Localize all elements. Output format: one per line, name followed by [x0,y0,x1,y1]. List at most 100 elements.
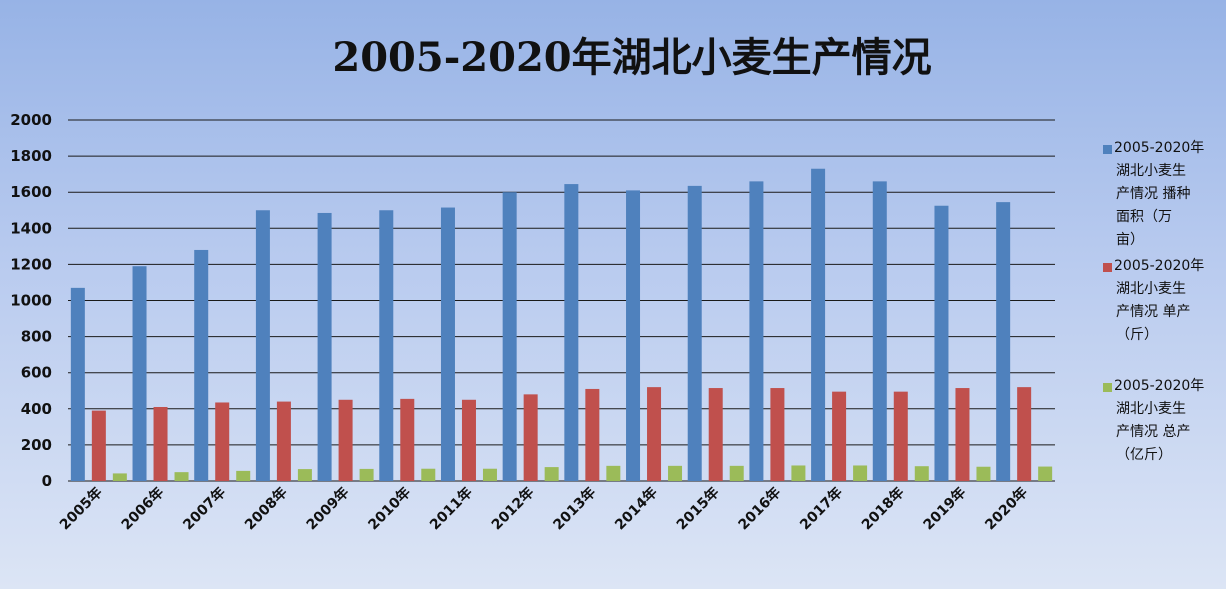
legend-line: （亿斤） [1116,447,1172,463]
y-tick-label: 2000 [10,111,52,129]
legend-swatch-2 [1103,383,1112,392]
x-tick-label: 2009年 [303,484,352,533]
x-tick-label: 2019年 [920,484,969,533]
y-tick-label: 1400 [10,219,52,237]
y-axis-ticks: 0 200 400 600 800 1000 1200 1400 1600 1800 2000 [10,111,52,490]
bar-series-0-2014年 [626,190,641,481]
bar-series-2-2005年 [112,473,127,481]
bar-series-1-2020年 [1017,387,1032,481]
bar-series-1-2012年 [523,394,538,481]
bar-series-1-2006年 [153,406,168,481]
legend-swatch-1 [1103,263,1112,272]
bar-series-0-2008年 [255,210,270,481]
legend-line: 湖北小麦生 [1116,163,1186,179]
bar-series-1-2008年 [276,401,291,481]
legend-line: 产情况 总产 [1116,424,1190,440]
gridlines [68,119,1055,482]
legend-swatch-0 [1103,145,1112,154]
bar-series-2-2015年 [729,465,744,481]
x-tick-label: 2005年 [56,484,105,533]
bar-series-1-2005年 [91,410,106,481]
bar-series-2-2016年 [791,465,806,481]
x-axis-ticks: 2005年 2006年 2007年 2008年 2009年 2010年 2011年 2012年… [56,484,1031,533]
legend-line: 2005-2020年 [1114,258,1204,274]
bar-series-2-2020年 [1038,466,1053,481]
legend: 2005-2020年湖北小麦生产情况 播种面积（万亩）2005-2020年湖北小… [1103,140,1204,463]
y-tick-label: 1600 [10,183,52,201]
x-tick-label: 2010年 [365,484,414,533]
y-tick-label: 1800 [10,147,52,165]
bar-series-0-2011年 [440,207,455,482]
bar-series-0-2019年 [934,205,949,482]
x-tick-label: 2017年 [796,484,845,533]
bars [70,168,1053,482]
bar-series-0-2012年 [502,192,517,481]
bar-series-1-2010年 [400,398,415,481]
bar-series-0-2015年 [687,185,702,481]
bar-series-1-2016年 [770,388,785,481]
x-tick-label: 2012年 [488,484,537,533]
bar-series-2-2011年 [482,468,497,481]
bar-series-0-2018年 [872,181,887,481]
bar-series-2-2012年 [544,467,559,481]
bar-series-2-2006年 [174,472,189,481]
bar-series-1-2014年 [647,387,662,481]
bar-series-1-2018年 [893,391,908,481]
legend-line: （斤） [1116,327,1158,343]
x-tick-label: 2018年 [858,484,907,533]
bar-series-0-2010年 [379,210,394,481]
bar-series-1-2011年 [461,399,476,481]
y-tick-label: 1000 [10,292,52,310]
bar-series-2-2013年 [606,465,621,481]
bar-series-2-2019年 [976,466,991,481]
x-tick-label: 2020年 [982,484,1031,533]
x-tick-label: 2007年 [180,484,229,533]
y-tick-label: 600 [21,364,52,382]
chart-title: 2005-2020年湖北小麦生产情况 [332,34,931,81]
legend-entry-0: 2005-2020年湖北小麦生产情况 播种面积（万亩） [1114,140,1204,248]
bar-series-1-2013年 [585,388,600,481]
bar-series-2-2008年 [297,469,312,481]
bar-series-2-2014年 [668,465,683,481]
legend-line: 亩） [1116,231,1144,248]
bar-series-0-2016年 [749,181,764,481]
x-tick-label: 2008年 [241,484,290,533]
bar-series-2-2009年 [359,468,374,481]
x-tick-label: 2013年 [550,484,599,533]
x-tick-label: 2011年 [426,484,475,533]
legend-entry-1: 2005-2020年湖北小麦生产情况 单产 （斤） [1114,258,1204,343]
bar-series-1-2007年 [215,402,230,481]
bar-series-1-2015年 [708,388,723,481]
legend-line: 产情况 单产 [1116,304,1190,320]
x-tick-label: 2014年 [611,484,660,533]
y-tick-label: 200 [21,436,52,454]
bar-series-0-2006年 [132,266,147,481]
bar-series-1-2019年 [955,388,970,481]
bar-series-0-2007年 [194,249,209,481]
legend-line: 面积（万 [1116,209,1172,225]
x-tick-label: 2015年 [673,484,722,533]
bar-series-0-2005年 [70,287,85,481]
bar-series-2-2017年 [853,465,868,481]
bar-series-0-2017年 [811,168,826,482]
bar-series-0-2013年 [564,184,579,481]
legend-line: 2005-2020年 [1114,378,1204,394]
bar-series-1-2017年 [832,391,847,481]
y-tick-label: 1200 [10,255,52,273]
legend-line: 2005-2020年 [1114,140,1204,156]
legend-line: 湖北小麦生 [1116,281,1186,297]
bar-series-2-2010年 [421,468,436,481]
bar-series-1-2009年 [338,399,353,481]
x-tick-label: 2016年 [735,484,784,533]
bar-series-0-2009年 [317,212,332,481]
legend-entry-2: 2005-2020年湖北小麦生产情况 总产 （亿斤） [1114,378,1204,463]
y-tick-label: 0 [42,472,52,490]
bar-series-2-2007年 [236,470,251,481]
bar-series-0-2020年 [996,202,1011,481]
bar-series-2-2018年 [914,466,929,481]
y-tick-label: 800 [21,328,52,346]
legend-line: 湖北小麦生 [1116,401,1186,417]
y-tick-label: 400 [21,400,52,418]
legend-line: 产情况 播种 [1116,186,1190,202]
